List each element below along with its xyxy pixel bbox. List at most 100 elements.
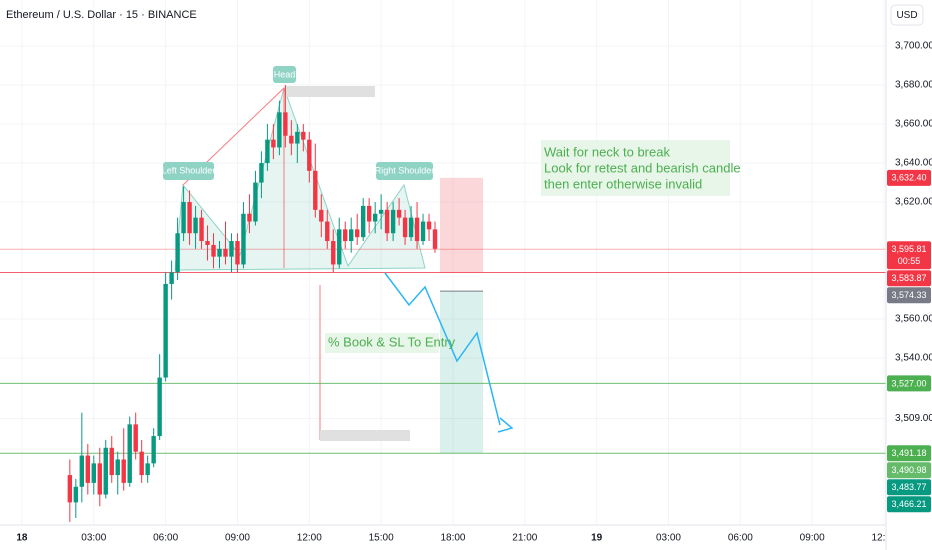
candle-body <box>241 213 246 265</box>
target-text: % Book & SL To Entry <box>328 334 456 349</box>
y-tick-label: 3,660.00 <box>895 119 932 130</box>
candle-body <box>79 455 85 487</box>
candle-body <box>426 221 432 230</box>
label-box <box>273 66 296 83</box>
candle-body <box>432 229 438 249</box>
y-tick-label: 3,680.00 <box>895 80 932 91</box>
candle-body <box>337 229 342 265</box>
x-tick-label: 18 <box>16 533 28 544</box>
candle-body <box>253 182 258 222</box>
candle-body <box>378 209 384 214</box>
note-text: then enter otherwise invalid <box>544 176 702 191</box>
x-tick-label: 18:00 <box>440 533 465 544</box>
candle-body <box>271 139 276 148</box>
candle-body <box>420 221 426 242</box>
candle-body <box>151 436 156 464</box>
marker-box <box>320 430 410 441</box>
note-text: Look for retest and bearish candle <box>544 160 741 175</box>
price-label: 3,632.40 <box>891 173 926 183</box>
right-shoulder-label: Right Shoulder <box>375 165 435 175</box>
price-label: 3,595.81 <box>891 244 926 254</box>
price-label-box <box>887 375 931 392</box>
chart-title: Ethereum / U.S. Dollar · 15 · BINANCE <box>6 9 197 21</box>
candle-body <box>295 131 300 144</box>
y-tick-label: 3,560.00 <box>895 314 932 325</box>
projection-arrowhead <box>497 417 514 433</box>
price-label-box <box>887 479 931 496</box>
label-box <box>376 162 433 180</box>
candle-body <box>169 272 174 284</box>
x-tick-label: 19 <box>591 533 603 544</box>
candle-body <box>121 459 126 483</box>
candle-body <box>211 244 216 257</box>
candle-body <box>97 463 102 495</box>
y-tick-label: 3,640.00 <box>895 158 932 169</box>
candle-body <box>325 221 330 242</box>
candle-body <box>384 209 390 234</box>
candle-body <box>414 217 420 242</box>
candle-body <box>372 213 378 222</box>
candle-body <box>366 205 372 222</box>
stop-zone <box>440 177 483 273</box>
candle-body <box>187 202 192 234</box>
candle-body <box>205 241 210 245</box>
x-tick-label: 09:00 <box>800 533 825 544</box>
y-tick-label: 3,700.00 <box>895 41 932 52</box>
candle-body <box>331 241 336 265</box>
x-tick-label: 03:00 <box>656 533 681 544</box>
candle-body <box>139 451 144 476</box>
note-text: Wait for neck to break <box>544 144 670 159</box>
y-tick-label: 3,620.00 <box>895 197 932 208</box>
price-label: 3,491.18 <box>891 448 926 458</box>
x-tick-label: 21:00 <box>512 533 537 544</box>
candle-body <box>91 463 96 483</box>
candle-body <box>199 217 204 242</box>
price-label-box <box>887 169 931 186</box>
price-label-box <box>887 241 931 270</box>
candle-body <box>247 213 252 222</box>
y-tick-label: 3,509.00 <box>895 413 932 424</box>
y-tick-label: 3,540.00 <box>895 353 932 364</box>
note-box <box>541 140 730 196</box>
candle-body <box>223 248 228 257</box>
candle-body <box>73 486 79 503</box>
target-zone <box>440 291 483 454</box>
price-label-box <box>887 462 931 479</box>
countdown: 00:55 <box>898 256 921 266</box>
candle-body <box>360 205 366 238</box>
candle-body <box>85 455 91 483</box>
candle-body <box>145 463 150 476</box>
candle-body <box>396 209 402 218</box>
currency-button[interactable] <box>890 4 924 26</box>
candle-body <box>343 229 348 242</box>
candle-body <box>259 163 264 183</box>
candle-body <box>354 229 360 238</box>
price-label-box <box>887 287 931 304</box>
candle-body <box>289 135 294 144</box>
candle-body <box>193 217 198 234</box>
candle-body <box>115 459 120 476</box>
candle-body <box>402 217 408 238</box>
candle-body <box>313 170 318 210</box>
candle-body <box>235 241 240 265</box>
candle-body <box>181 202 186 234</box>
x-tick-label: 12:00 <box>297 533 322 544</box>
price-label: 3,527.00 <box>891 378 926 388</box>
price-label-box <box>887 445 931 462</box>
candle-body <box>408 217 414 238</box>
candle-body <box>349 229 354 242</box>
price-label: 3,490.98 <box>891 465 926 475</box>
candle-body <box>163 283 168 378</box>
label-box <box>163 162 214 180</box>
x-tick-label: 15:00 <box>369 533 394 544</box>
candle-body <box>301 131 306 140</box>
price-label: 3,574.33 <box>891 290 926 300</box>
candle-body <box>390 209 396 234</box>
left-shoulder-label: Left Shoulder <box>162 165 216 175</box>
candle-body <box>229 241 234 257</box>
x-tick-label: 12:00 <box>871 533 896 544</box>
note-box <box>325 333 439 353</box>
currency: USD <box>896 10 917 21</box>
price-label: 3,466.21 <box>891 499 926 509</box>
